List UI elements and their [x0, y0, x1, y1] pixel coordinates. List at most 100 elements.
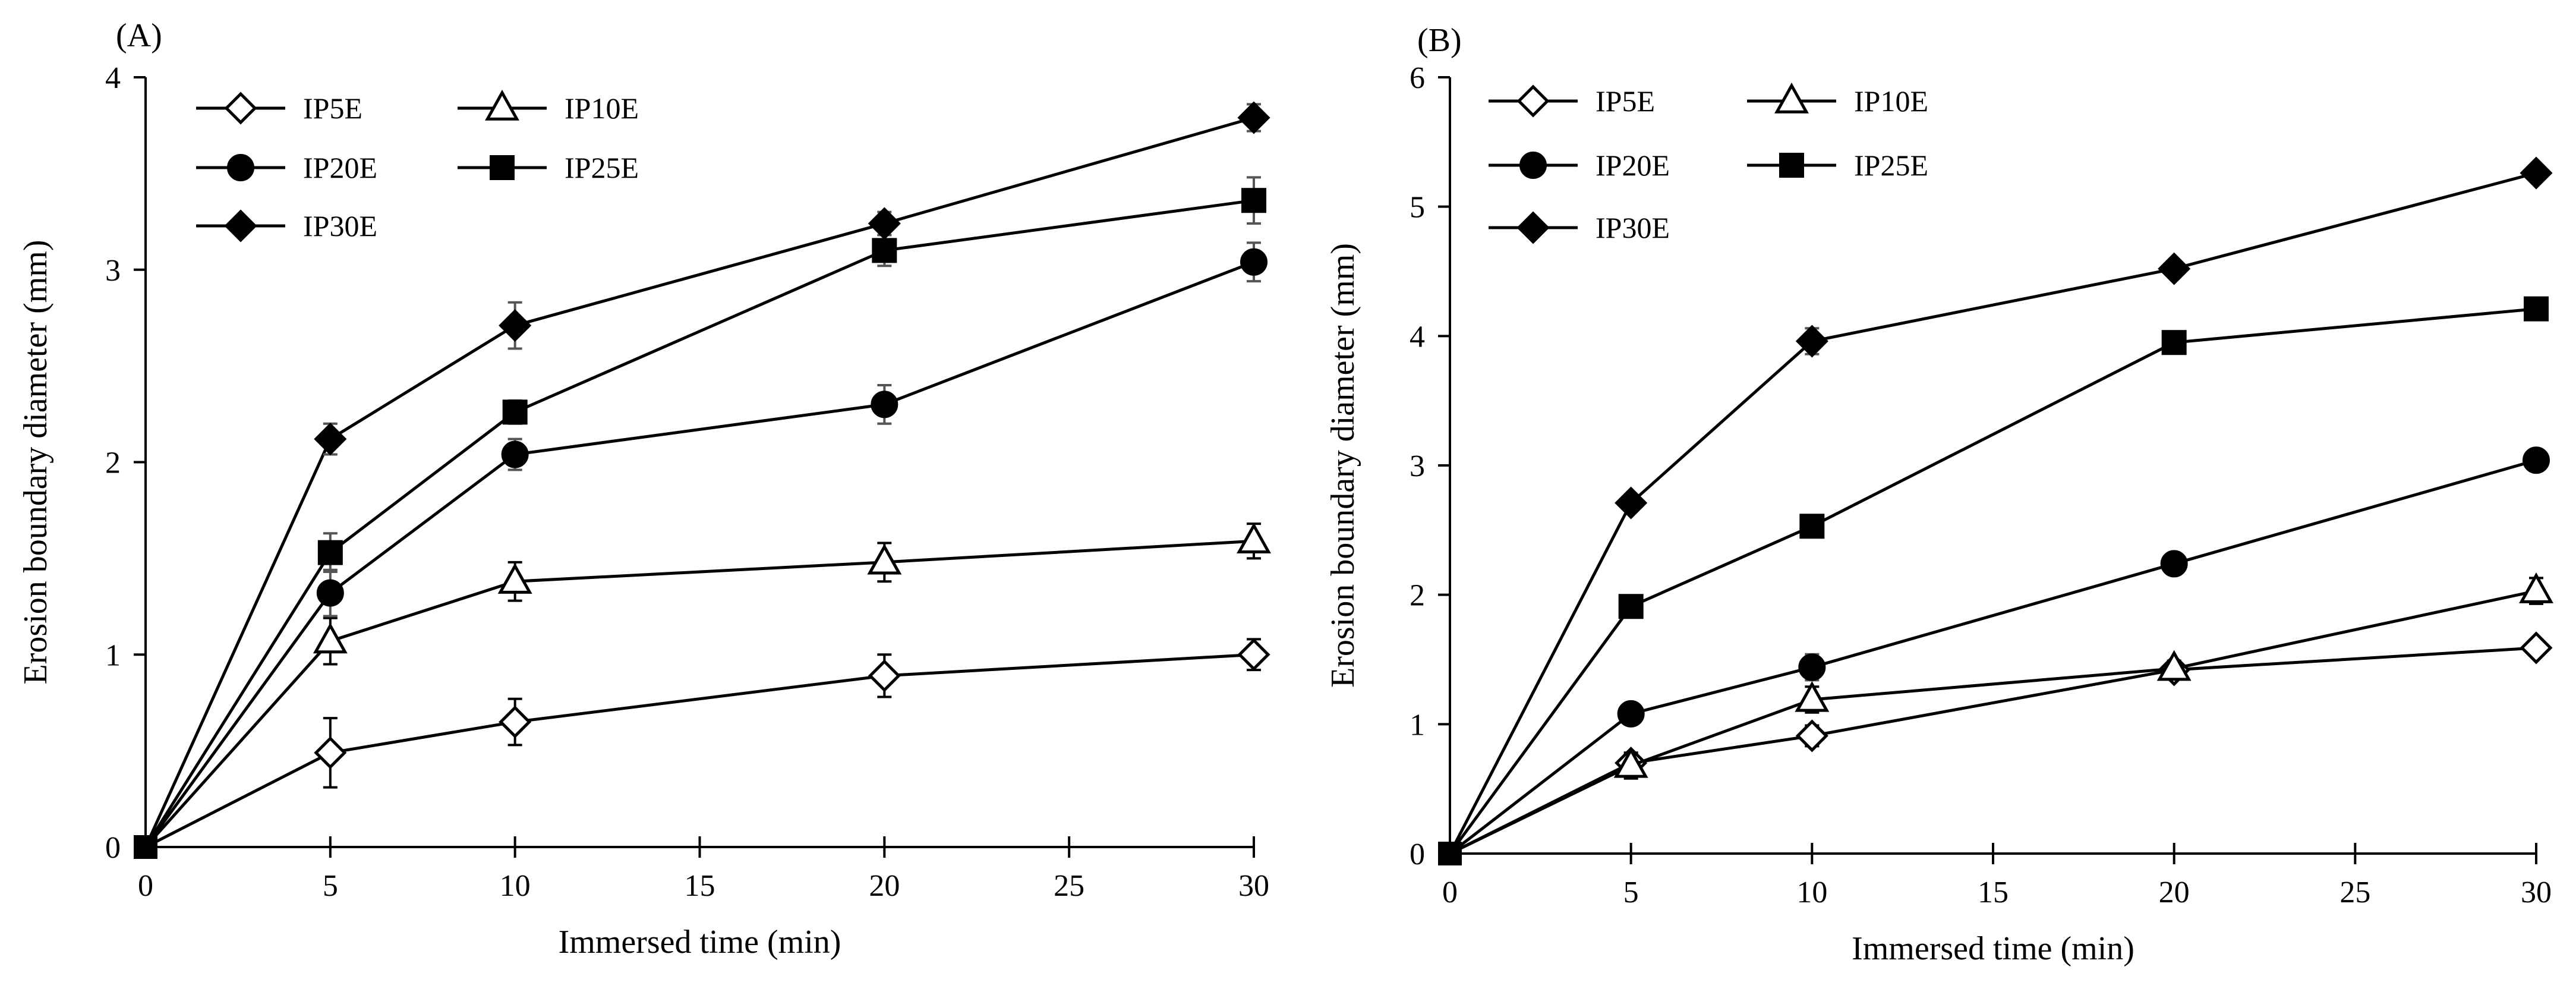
x-tick-label: 10 — [500, 869, 531, 903]
y-tick-label: 1 — [1410, 708, 1425, 742]
data-point — [1617, 700, 1645, 728]
data-point-origin — [134, 835, 157, 859]
legend-entry-ip20e: IP20E — [1489, 149, 1670, 182]
data-point — [2524, 296, 2549, 322]
legend-entry-ip30e: IP30E — [196, 209, 377, 243]
data-point — [1795, 681, 1830, 712]
data-point — [868, 659, 901, 692]
y-tick-label: 2 — [1410, 579, 1425, 613]
series-line — [144, 199, 1254, 848]
series-line — [144, 260, 1254, 848]
legend-label: IP5E — [1596, 84, 1655, 118]
legend-marker — [1516, 84, 1550, 118]
data-point — [1799, 514, 1825, 539]
legend-entry-ip10e: IP10E — [1747, 82, 1928, 118]
data-point — [2520, 631, 2553, 665]
series-ip25e — [1438, 296, 2549, 865]
legend-entry-ip25e: IP25E — [1747, 149, 1928, 182]
legend-marker — [490, 155, 515, 180]
x-tick-label: 25 — [1054, 869, 1084, 903]
panel-label: (A) — [116, 17, 162, 54]
data-point — [872, 238, 897, 263]
legend-label: IP20E — [1596, 149, 1670, 182]
data-point — [1240, 248, 1267, 276]
series-ip30e — [1438, 156, 2553, 865]
x-tick-label: 20 — [869, 869, 900, 903]
x-tick-label: 30 — [1238, 869, 1269, 903]
legend-label: IP30E — [303, 209, 377, 243]
data-point — [313, 622, 348, 654]
legend-label: IP30E — [1596, 211, 1670, 244]
data-point — [2523, 446, 2550, 474]
y-tick-label: 0 — [1410, 838, 1425, 871]
y-axis-title: Erosion boundary diameter (mm) — [1325, 243, 1361, 688]
x-tick-label: 15 — [685, 869, 715, 903]
data-point — [499, 309, 532, 342]
series-ip10e — [1438, 572, 2553, 865]
legend-marker — [227, 154, 254, 181]
x-tick-label: 30 — [2521, 876, 2552, 909]
data-point — [1615, 486, 1648, 520]
data-point — [2161, 330, 2187, 355]
data-point — [1237, 101, 1270, 134]
data-point — [2519, 572, 2553, 603]
legend-entry-ip25e: IP25E — [458, 151, 639, 184]
data-point — [316, 579, 344, 607]
legend-label: IP10E — [1854, 84, 1928, 118]
data-point-origin — [1438, 842, 1462, 865]
legend-label: IP20E — [303, 151, 377, 184]
legend-label: IP10E — [565, 92, 639, 125]
legend-entry-ip5e: IP5E — [196, 92, 362, 125]
y-tick-label: 3 — [105, 254, 121, 288]
data-point — [314, 423, 347, 456]
y-tick-label: 4 — [1410, 320, 1425, 354]
legend-marker — [224, 209, 257, 243]
data-point — [317, 540, 343, 565]
series-line — [1448, 171, 2537, 855]
y-tick-label: 2 — [105, 446, 121, 480]
data-point — [2158, 252, 2191, 285]
legend-marker — [1519, 152, 1547, 179]
legend-entry-ip10e: IP10E — [458, 89, 639, 125]
legend-label: IP25E — [565, 151, 639, 184]
x-tick-label: 0 — [1442, 876, 1458, 909]
legend-marker — [485, 89, 519, 121]
data-point — [1241, 188, 1266, 213]
x-axis-title: Immersed time (min) — [559, 924, 841, 961]
legend-label: IP5E — [303, 92, 362, 125]
data-point — [1237, 638, 1270, 671]
data-point — [2156, 650, 2192, 681]
data-point — [1795, 719, 1828, 753]
legend-entry-ip20e: IP20E — [196, 151, 377, 184]
legend-label: IP25E — [1854, 149, 1928, 182]
data-point — [871, 391, 898, 418]
x-axis-title: Immersed time (min) — [1852, 930, 2134, 967]
legend-marker — [1779, 153, 1804, 178]
legend-entry-ip5e: IP5E — [1489, 84, 1655, 118]
data-point — [1237, 522, 1271, 553]
data-point — [502, 399, 528, 425]
data-point — [2520, 156, 2553, 190]
panel-label: (B) — [1417, 22, 1462, 59]
x-tick-label: 5 — [323, 869, 338, 903]
series-ip20e — [1438, 446, 2550, 865]
series-ip10e — [134, 522, 1271, 859]
y-tick-label: 3 — [1410, 449, 1425, 483]
x-tick-label: 10 — [1796, 876, 1827, 909]
data-point — [1798, 653, 1826, 681]
y-tick-label: 5 — [1410, 191, 1425, 225]
y-tick-label: 6 — [1410, 61, 1425, 95]
data-point — [867, 543, 902, 575]
data-point — [868, 207, 901, 240]
x-tick-label: 20 — [2159, 876, 2190, 909]
x-tick-label: 25 — [2339, 876, 2370, 909]
legend-marker — [224, 92, 257, 125]
series-ip25e — [134, 176, 1266, 859]
panel-b: 0 1 2 3 4 5 6 0 5 10 15 20 25 30 Immersed time (min) Er… — [1325, 22, 2553, 967]
data-point — [497, 563, 532, 594]
series-ip5e — [1438, 631, 2553, 865]
legend-marker — [1516, 211, 1550, 244]
legend-entry-ip30e: IP30E — [1489, 211, 1670, 244]
series-line — [1449, 646, 2537, 855]
